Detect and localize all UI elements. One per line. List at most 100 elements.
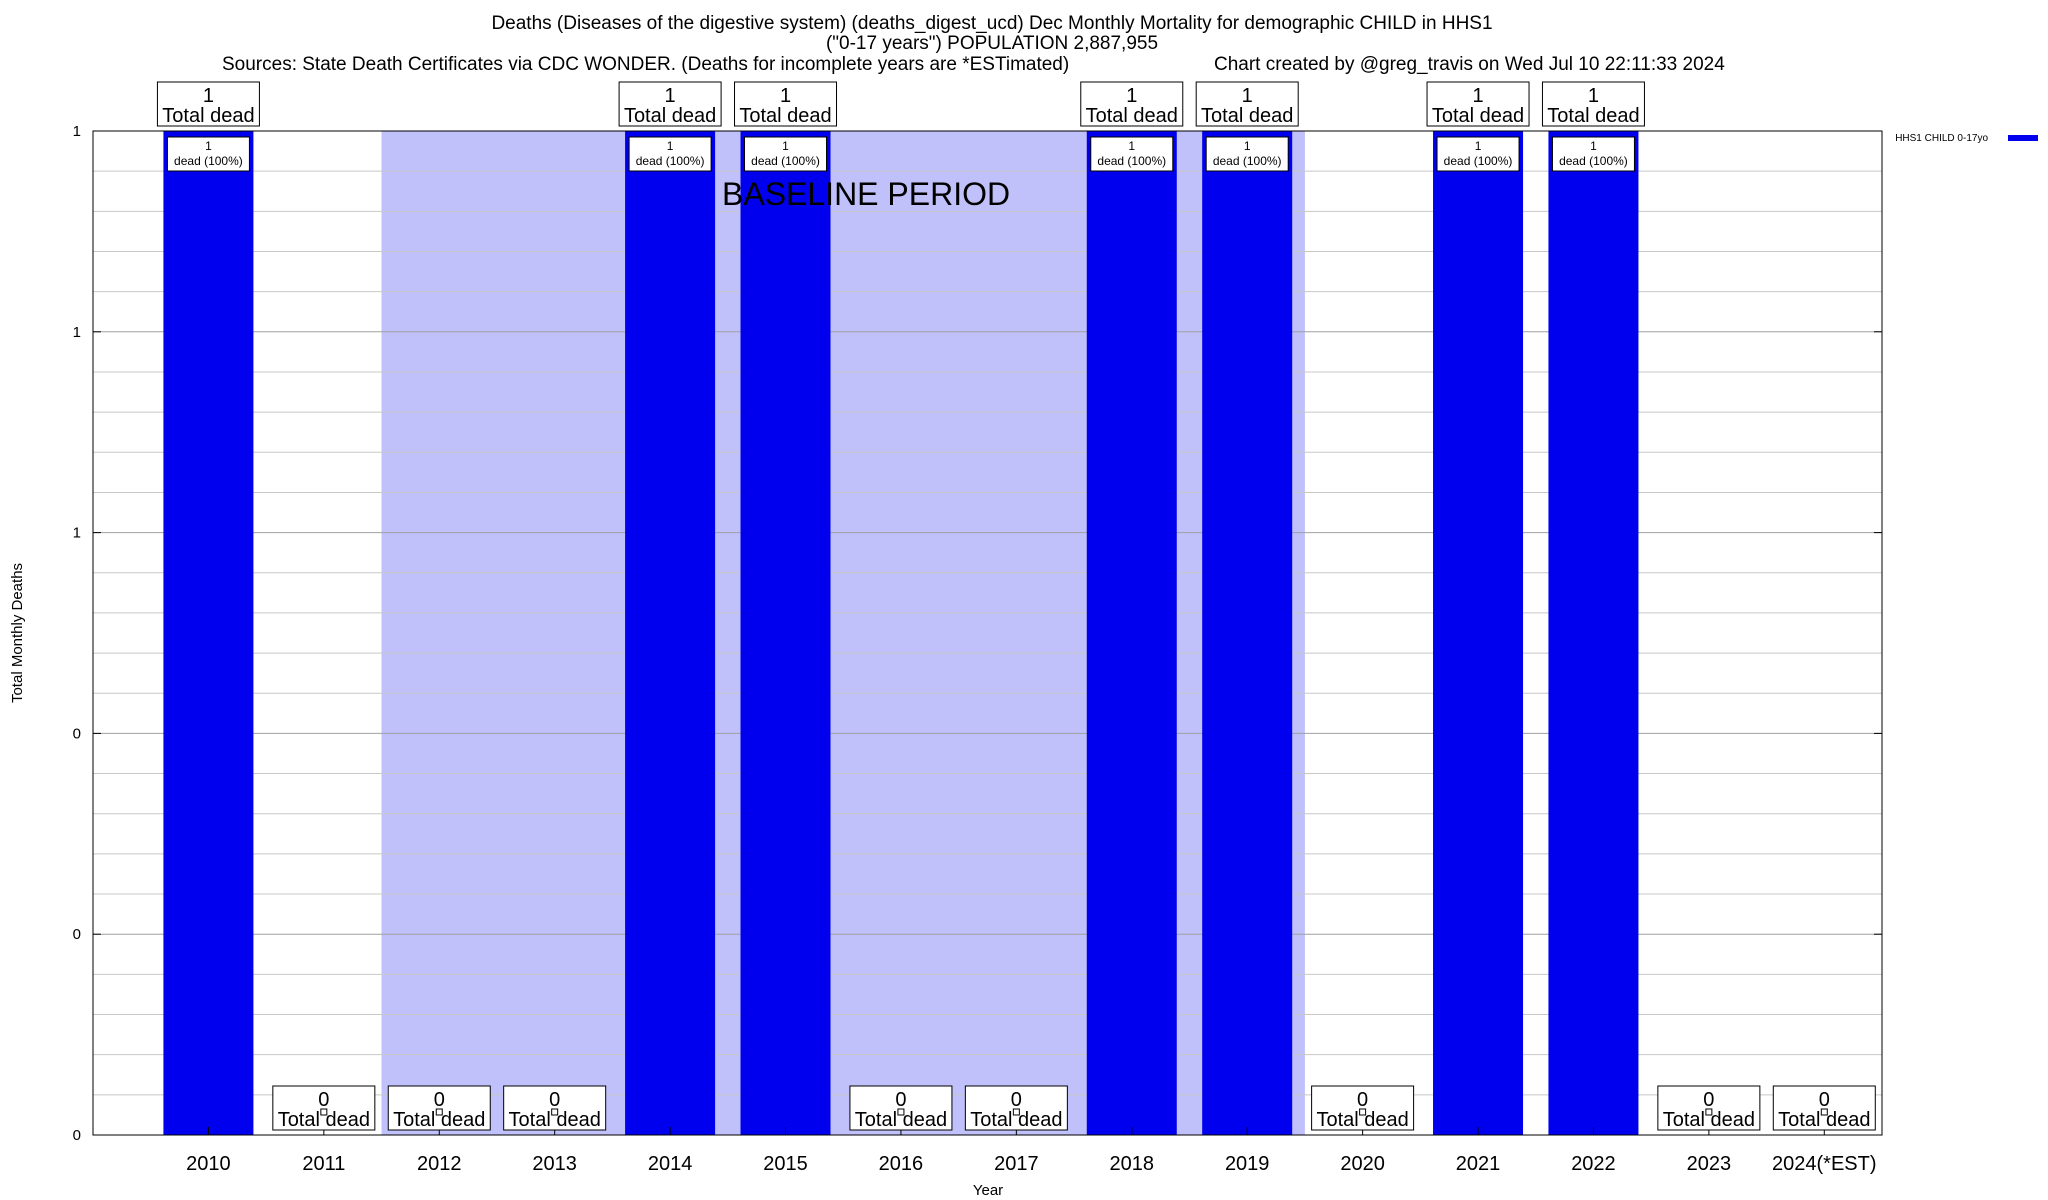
bar-inner-value: 1	[782, 139, 789, 153]
bar-inner-value: 1	[1128, 139, 1135, 153]
y-tick-label: 1	[73, 123, 81, 140]
zero-marker	[551, 1108, 559, 1116]
legend-entry-label: HHS1 CHILD 0-17yo	[1895, 133, 1988, 144]
total-dead-value: 0	[318, 1089, 329, 1111]
zero-marker	[1820, 1108, 1828, 1116]
bar-inner-box	[1205, 136, 1289, 172]
x-tick-label: 2012	[417, 1153, 462, 1175]
bar-2014	[625, 131, 716, 1135]
total-dead-box	[503, 1085, 607, 1131]
total-dead-value: 1	[203, 85, 214, 107]
total-dead-value: 1	[780, 85, 791, 107]
y-tick-label: 1	[73, 525, 81, 542]
total-dead-value: 0	[549, 1089, 560, 1111]
total-dead-box	[964, 1085, 1068, 1131]
total-dead-label: Total dead	[970, 1109, 1062, 1131]
title-line-2: ("0-17 years") POPULATION 2,887,955	[825, 33, 1159, 54]
x-tick-label: 2014	[648, 1153, 693, 1175]
total-dead-value: 0	[434, 1089, 445, 1111]
total-dead-label: Total dead	[855, 1109, 947, 1131]
total-dead-label: Total dead	[393, 1109, 485, 1131]
total-dead-value: 1	[665, 85, 676, 107]
bar-2022	[1548, 131, 1639, 1135]
total-dead-value: 1	[1588, 85, 1599, 107]
bar-inner-box	[1090, 136, 1174, 172]
bar-inner-label: dead (100%)	[1444, 154, 1513, 168]
bar-2010	[163, 131, 254, 1135]
zero-marker	[1705, 1108, 1713, 1116]
total-dead-label: Total dead	[1663, 1109, 1755, 1131]
legend-swatch	[2008, 135, 2038, 141]
total-dead-value: 0	[1357, 1089, 1368, 1111]
bar-inner-box	[744, 136, 828, 172]
y-tick-label: 1	[73, 324, 81, 341]
total-dead-value: 0	[1011, 1089, 1022, 1111]
total-dead-box	[618, 81, 722, 127]
bar-2015	[740, 131, 831, 1135]
zero-marker	[1359, 1108, 1367, 1116]
total-dead-box	[1772, 1085, 1876, 1131]
total-dead-value: 1	[1126, 85, 1137, 107]
x-tick-label: 2013	[532, 1153, 577, 1175]
x-tick-label: 2020	[1340, 1153, 1385, 1175]
x-tick-label: 2010	[186, 1153, 231, 1175]
baseline-period-label: BASELINE PERIOD	[722, 176, 1010, 212]
bar-inner-value: 1	[1475, 139, 1482, 153]
total-dead-box	[387, 1085, 491, 1131]
x-tick-label: 2021	[1456, 1153, 1501, 1175]
bar-2021	[1433, 131, 1524, 1135]
total-dead-label: Total dead	[1316, 1109, 1408, 1131]
bar-inner-value: 1	[205, 139, 212, 153]
x-tick-label: 2022	[1571, 1153, 1616, 1175]
bar-inner-label: dead (100%)	[174, 154, 243, 168]
zero-marker	[435, 1108, 443, 1116]
bar-inner-value: 1	[667, 139, 674, 153]
total-dead-label: Total dead	[624, 105, 716, 127]
total-dead-label: Total dead	[1086, 105, 1178, 127]
total-dead-label: Total dead	[1432, 105, 1524, 127]
total-dead-box	[1657, 1085, 1761, 1131]
total-dead-label: Total dead	[1201, 105, 1293, 127]
total-dead-value: 0	[1819, 1089, 1830, 1111]
x-tick-label: 2015	[763, 1153, 808, 1175]
bar-inner-label: dead (100%)	[1213, 154, 1282, 168]
x-axis-label: Year	[973, 1182, 1003, 1199]
total-dead-value: 0	[1703, 1089, 1714, 1111]
total-dead-box	[1311, 1085, 1415, 1131]
chart-title: Deaths (Diseases of the digestive system…	[0, 14, 1984, 54]
bar-inner-label: dead (100%)	[1559, 154, 1628, 168]
x-tick-label: 2019	[1225, 1153, 1270, 1175]
total-dead-label: Total dead	[739, 105, 831, 127]
total-dead-label: Total dead	[1778, 1109, 1870, 1131]
zero-marker	[320, 1108, 328, 1116]
bar-inner-box	[166, 136, 250, 172]
total-dead-box	[1195, 81, 1299, 127]
y-tick-label: 0	[73, 926, 81, 943]
y-tick-label: 0	[73, 1127, 81, 1144]
total-dead-box	[849, 1085, 953, 1131]
total-dead-value: 1	[1472, 85, 1483, 107]
sources-note: Sources: State Death Certificates via CD…	[222, 54, 1070, 75]
x-tick-label: 2017	[994, 1153, 1039, 1175]
x-tick-label: 2024(*EST)	[1772, 1153, 1877, 1175]
plot-frame	[92, 130, 1883, 1136]
total-dead-box	[1541, 81, 1645, 127]
y-tick-label: 0	[73, 725, 81, 742]
total-dead-value: 1	[1242, 85, 1253, 107]
total-dead-box	[156, 81, 260, 127]
bar-2018	[1086, 131, 1177, 1135]
x-tick-label: 2011	[302, 1153, 345, 1175]
bar-2019	[1202, 131, 1293, 1135]
bar-inner-value: 1	[1590, 139, 1597, 153]
total-dead-box	[272, 1085, 376, 1131]
zero-marker	[1012, 1108, 1020, 1116]
chart-credit: Chart created by @greg_travis on Wed Jul…	[1214, 54, 1725, 75]
total-dead-label: Total dead	[278, 1109, 370, 1131]
bar-inner-label: dead (100%)	[1097, 154, 1166, 168]
total-dead-value: 0	[895, 1089, 906, 1111]
total-dead-label: Total dead	[162, 105, 254, 127]
zero-marker	[897, 1108, 905, 1116]
total-dead-box	[1080, 81, 1184, 127]
bar-inner-box	[1551, 136, 1635, 172]
